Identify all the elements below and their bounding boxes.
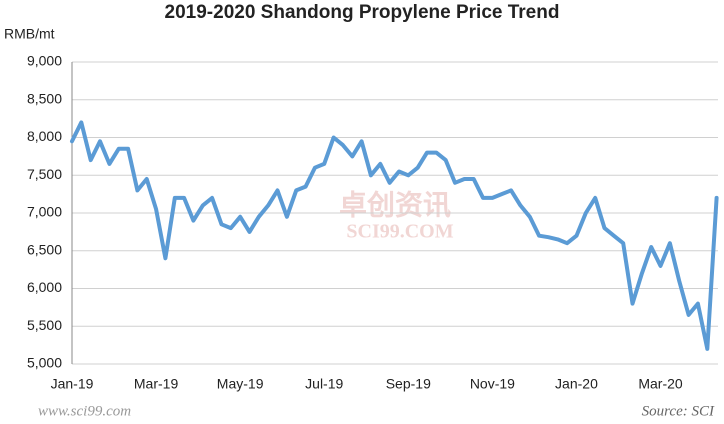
y-axis-label: RMB/mt bbox=[4, 26, 55, 42]
x-tick-label: Jan-20 bbox=[555, 376, 598, 392]
chart-title: 2019-2020 Shandong Propylene Price Trend bbox=[165, 2, 560, 23]
x-tick-label: May-19 bbox=[217, 376, 264, 392]
watermark: 卓创资讯 bbox=[339, 189, 451, 220]
source: Source: SCI bbox=[642, 403, 715, 419]
y-tick-label: 5,000 bbox=[27, 355, 62, 371]
x-tick-label: Jan-19 bbox=[51, 376, 94, 392]
watermark: SCI99.COM bbox=[346, 221, 453, 243]
x-tick-label: Jul-19 bbox=[305, 376, 343, 392]
y-tick-label: 8,000 bbox=[27, 128, 62, 144]
x-tick-label: Sep-19 bbox=[386, 376, 431, 392]
y-tick-label: 6,500 bbox=[27, 241, 62, 257]
y-tick-label: 6,000 bbox=[27, 279, 62, 295]
x-tick-label: Mar-19 bbox=[134, 376, 179, 392]
y-tick-label: 9,000 bbox=[27, 53, 62, 69]
price-line bbox=[70, 120, 719, 351]
x-tick-label: Nov-19 bbox=[470, 376, 515, 392]
y-tick-label: 8,500 bbox=[27, 90, 62, 106]
site: www.sci99.com bbox=[38, 403, 131, 419]
y-tick-label: 7,000 bbox=[27, 204, 62, 220]
x-tick-label: Mar-20 bbox=[638, 376, 683, 392]
y-tick-label: 7,500 bbox=[27, 166, 62, 182]
y-tick-label: 5,500 bbox=[27, 317, 62, 333]
